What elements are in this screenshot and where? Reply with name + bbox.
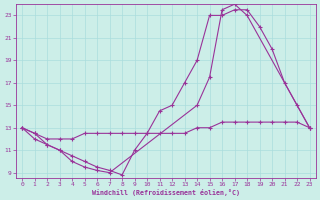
X-axis label: Windchill (Refroidissement éolien,°C): Windchill (Refroidissement éolien,°C) bbox=[92, 189, 240, 196]
